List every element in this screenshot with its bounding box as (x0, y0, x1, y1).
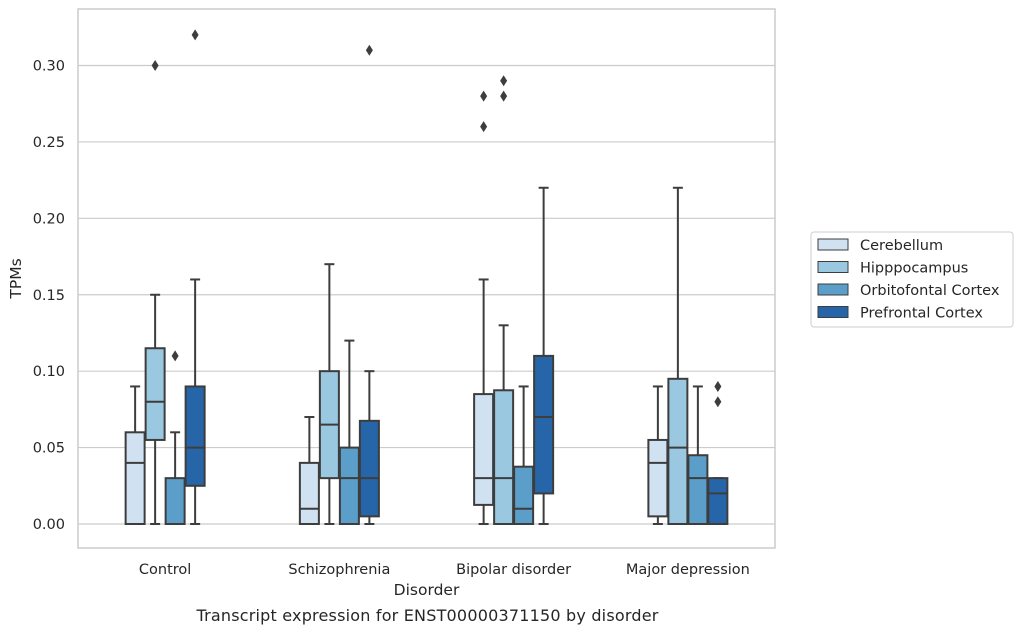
x-tick-label: Control (139, 562, 191, 578)
box-prefrontal-cortex (184, 29, 206, 525)
box-hipppocampus (144, 60, 166, 525)
legend-swatch (817, 238, 849, 251)
iqr-box (124, 431, 146, 525)
y-tick-label: 0.10 (33, 364, 65, 380)
box-cerebellum (473, 90, 495, 525)
iqr-box (667, 377, 689, 525)
iqr-box (298, 461, 320, 526)
outlier-point (191, 29, 199, 41)
y-tick-label: 0.00 (33, 517, 65, 533)
legend-frame (810, 231, 1014, 328)
outlier-point (171, 350, 179, 362)
box-hipppocampus (667, 186, 689, 525)
box-orbitofontal-cortex (513, 385, 535, 525)
outlier-point (714, 396, 722, 408)
outlier-point (500, 90, 508, 102)
iqr-box (493, 389, 515, 526)
y-tick-label: 0.30 (33, 59, 65, 75)
figure-caption: Transcript expression for ENST0000037115… (196, 606, 659, 625)
box-hipppocampus (493, 75, 515, 526)
outlier-point (365, 44, 373, 56)
iqr-box (473, 393, 495, 506)
iqr-box (184, 385, 206, 487)
box-orbitofontal-cortex (164, 350, 186, 525)
box-cerebellum (647, 385, 669, 525)
box-cerebellum (298, 416, 320, 526)
x-tick-label: Major depression (626, 562, 750, 578)
iqr-box (513, 465, 535, 525)
legend-swatch (817, 261, 849, 273)
box-orbitofontal-cortex (687, 385, 709, 526)
iqr-box (144, 347, 166, 441)
y-tick-label: 0.25 (33, 135, 65, 151)
legend-label: Prefrontal Cortex (860, 306, 983, 322)
outlier-point (500, 75, 508, 87)
legend-swatch (817, 306, 849, 318)
y-tick-label: 0.05 (33, 441, 65, 457)
legend-label: Orbitofontal Cortex (860, 283, 1000, 299)
box-prefrontal-cortex (358, 44, 380, 525)
x-tick-label: Schizophrenia (288, 562, 390, 578)
plot-frame (77, 8, 776, 549)
iqr-box (707, 477, 729, 525)
box-orbitofontal-cortex (338, 339, 360, 526)
axis-layer: 0.00 0.05 0.10 0.15 0.20 0.25 0.30 Control Schiz… (7, 8, 776, 599)
x-axis-label: Disorder (394, 581, 460, 599)
iqr-box (164, 477, 186, 525)
legend-label: Hipppocampus (860, 261, 968, 277)
outlier-point (714, 380, 722, 392)
legend-label: Cerebellum (860, 238, 943, 254)
y-tick-label: 0.20 (33, 211, 65, 227)
box-cerebellum (124, 385, 146, 525)
outlier-point (480, 90, 488, 102)
legend-swatch (817, 283, 849, 296)
y-axis-label: TPMs (7, 258, 25, 299)
y-tick-label: 0.15 (33, 288, 65, 304)
iqr-box (338, 446, 360, 526)
outlier-point (480, 121, 488, 133)
iqr-box (687, 454, 709, 526)
box-layer (124, 29, 729, 526)
legend: Cerebellum Hipppocampus Orbitofontal Corte… (810, 231, 1014, 328)
box-prefrontal-cortex (533, 186, 555, 525)
outlier-point (151, 60, 159, 71)
iqr-box (358, 419, 380, 518)
box-prefrontal-cortex (707, 380, 729, 525)
iqr-box (647, 438, 669, 518)
iqr-box (533, 354, 555, 495)
box-hipppocampus (318, 263, 340, 525)
x-tick-label: Bipolar disorder (456, 562, 571, 578)
